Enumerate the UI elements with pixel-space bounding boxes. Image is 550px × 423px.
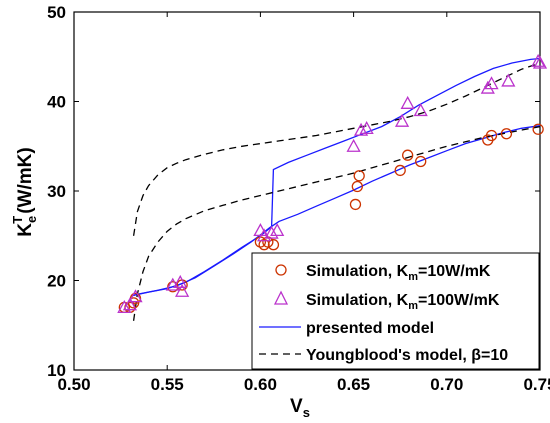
- data-point-triangle: [480, 80, 495, 94]
- legend-label-youngblood: Youngblood's model, β=10: [306, 347, 508, 364]
- series-line-presented_10: [131, 125, 541, 297]
- data-point-triangle: [173, 274, 188, 288]
- legend-circle-marker: [275, 264, 287, 276]
- x-tick-label: 0.60: [244, 375, 277, 394]
- data-point-triangle: [501, 73, 516, 87]
- legend-item-youngblood: Youngblood's model, β=10: [259, 347, 508, 364]
- data-point-triangle: [117, 299, 132, 314]
- data-point-circle: [485, 129, 498, 142]
- data-point-triangle: [359, 120, 374, 135]
- y-tick-label: 20: [47, 272, 66, 291]
- x-tick-label: 0.50: [57, 375, 90, 394]
- data-point-circle: [394, 164, 406, 177]
- data-point-circle: [353, 170, 365, 182]
- data-point-triangle: [122, 297, 138, 311]
- data-point-triangle: [531, 53, 546, 67]
- y-tick-label: 30: [47, 182, 66, 201]
- data-point-circle: [402, 149, 414, 161]
- series-line-presented_100: [131, 57, 541, 297]
- data-point-triangle: [400, 95, 415, 109]
- x-axis-title: Vs: [290, 396, 310, 420]
- x-tick-label: 0.70: [430, 375, 463, 394]
- data-point-triangle: [346, 138, 361, 152]
- x-ticks: 0.50 0.55 0.60 0.65 0.70 0.75: [57, 12, 550, 394]
- y-tick-label: 40: [47, 93, 66, 112]
- y-axis-title: KeT(W/mK): [10, 147, 39, 236]
- data-point-circle: [267, 239, 280, 251]
- legend-triangle-marker: [273, 290, 289, 305]
- legend-item-presented: presented model: [259, 320, 434, 337]
- legend-box: [251, 252, 540, 370]
- data-point-triangle: [175, 283, 190, 297]
- data-point-circle: [351, 180, 363, 193]
- series-lines: [131, 57, 541, 321]
- series-line-youngblood_10: [132, 125, 541, 321]
- data-point-triangle: [270, 223, 285, 237]
- legend: Simulation, Km=10W/mK Simulation, Km=100…: [251, 252, 540, 370]
- legend-label-sim-km100: Simulation, Km=100W/mK: [306, 292, 500, 312]
- data-point-triangle: [532, 55, 548, 69]
- data-point-circle: [532, 123, 544, 135]
- legend-item-sim-km100: Simulation, Km=100W/mK: [273, 290, 500, 312]
- legend-item-sim-km10: Simulation, Km=10W/mK: [275, 263, 491, 283]
- data-point-circle: [349, 198, 362, 211]
- data-point-triangle: [264, 225, 279, 239]
- x-tick-label: 0.75: [523, 375, 550, 394]
- x-tick-label: 0.65: [337, 375, 370, 394]
- data-point-triangle: [394, 113, 410, 127]
- data-point-triangle: [413, 103, 428, 117]
- legend-label-presented: presented model: [306, 320, 434, 337]
- y-ticks: 10 20 30 40 50: [47, 3, 540, 380]
- data-point-triangle: [353, 122, 369, 136]
- y-tick-label: 10: [47, 361, 66, 380]
- data-point-triangle: [484, 76, 499, 90]
- data-point-circle: [500, 128, 513, 140]
- x-tick-label: 0.55: [151, 375, 184, 394]
- data-point-triangle: [128, 289, 143, 303]
- data-point-circle: [415, 155, 427, 168]
- series-markers: [117, 53, 548, 314]
- legend-label-sim-km10: Simulation, Km=10W/mK: [306, 263, 491, 283]
- y-tick-label: 50: [47, 3, 66, 22]
